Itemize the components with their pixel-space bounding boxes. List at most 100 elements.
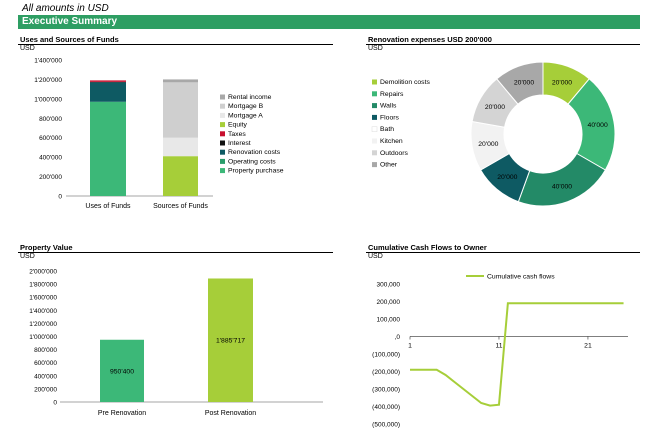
- executive-summary-header: Executive Summary: [18, 15, 640, 29]
- y-tick-label: (200,000): [372, 369, 400, 376]
- y-tick-label: (400,000): [372, 404, 400, 411]
- renovation-unit: USD: [368, 45, 383, 52]
- y-tick-label: 1'400'000: [34, 58, 62, 65]
- uses-sources-chart: 0 200'000 400'000 600'000 800'000 1'000'000 1'…: [34, 58, 284, 211]
- property-value-unit: USD: [20, 253, 35, 260]
- y-tick-label: 200'000: [34, 386, 57, 393]
- bar-segment: [90, 80, 126, 82]
- renovation-chart: 20'000 40'000 40'000 20'000 20'000 20'000 20'0…: [371, 61, 616, 207]
- y-tick-label: 1'200'000: [34, 77, 62, 84]
- y-tick-label: 1'600'000: [29, 295, 57, 302]
- legend-label: Mortgage A: [228, 112, 263, 119]
- cashflow-rule: [366, 252, 640, 253]
- legend-swatch: [371, 126, 378, 132]
- y-tick-label: 300,000: [377, 282, 401, 289]
- legend-swatch: [372, 91, 377, 97]
- slice-value-label: 20'000: [552, 79, 572, 86]
- legend-swatch: [372, 138, 377, 144]
- value-bar: [208, 278, 253, 402]
- legend-label: Kitchen: [380, 138, 403, 145]
- x-tick-label: Uses of Funds: [85, 203, 131, 210]
- y-tick-label: 800'000: [39, 116, 62, 123]
- donut-slice: [496, 61, 544, 105]
- slice-value-label: 40'000: [552, 184, 572, 191]
- property-value-title: Property Value: [20, 243, 73, 252]
- y-tick-label: 400'000: [39, 155, 62, 162]
- legend-label: Taxes: [228, 131, 246, 138]
- legend-label: Rental income: [228, 94, 272, 101]
- y-tick-label: 800'000: [34, 347, 57, 354]
- legend-swatch: [220, 122, 225, 128]
- y-tick-label: (300,000): [372, 387, 400, 394]
- y-tick-label: 1'200'000: [29, 321, 57, 328]
- renovation-title: Renovation expenses USD 200'000: [368, 35, 492, 44]
- y-tick-label: 1'000'000: [29, 334, 57, 341]
- renovation-rule: [366, 44, 640, 45]
- y-tick-label: 400'000: [34, 373, 57, 380]
- legend-label: Equity: [228, 122, 247, 129]
- slice-value-label: 20'000: [497, 174, 517, 181]
- legend-label: Repairs: [380, 91, 404, 98]
- legend-label: Mortgage B: [228, 103, 264, 110]
- y-tick-label: 0: [53, 400, 57, 407]
- legend-swatch: [372, 150, 377, 156]
- property-value-chart: 0 200'000 400'000 600'000 800'000 1'000'000 1'…: [29, 269, 323, 417]
- x-tick-label: Sources of Funds: [153, 203, 208, 210]
- y-tick-label: 1'400'000: [29, 308, 57, 315]
- bar-value-label: 1'885'717: [216, 338, 245, 345]
- bar-segment: [163, 156, 198, 196]
- bar-segment: [163, 79, 198, 83]
- legend-swatch: [220, 158, 225, 164]
- x-tick-label: 11: [495, 343, 502, 350]
- bar-value-label: 950'400: [110, 368, 134, 375]
- legend-label: Demolition costs: [380, 79, 430, 86]
- y-tick-label: 200,000: [377, 299, 401, 306]
- legend-swatch: [220, 131, 225, 137]
- uses-sources-title: Uses and Sources of Funds: [20, 35, 119, 44]
- slice-value-label: 40'000: [588, 122, 608, 129]
- legend-swatch: [220, 112, 225, 118]
- y-tick-label: (100,000): [372, 352, 400, 359]
- slice-value-label: 20'000: [514, 79, 534, 86]
- slice-value-label: 20'000: [478, 141, 498, 148]
- bar-segment: [163, 137, 198, 157]
- cashflow-line: [410, 302, 624, 407]
- legend-swatch: [372, 114, 377, 120]
- y-tick-label: ,0: [395, 334, 401, 341]
- legend-swatch: [220, 149, 225, 155]
- uses-sources-unit: USD: [20, 45, 35, 52]
- legend-label: Interest: [228, 140, 251, 147]
- bar-segment: [163, 82, 198, 138]
- legend-swatch: [220, 103, 225, 109]
- legend-label: Outdoors: [380, 150, 409, 157]
- cashflow-title: Cumulative Cash Flows to Owner: [368, 243, 487, 252]
- legend-label: Cumulative cash flows: [487, 274, 555, 281]
- amounts-note: All amounts in USD: [22, 3, 109, 14]
- y-tick-label: 0: [58, 194, 62, 201]
- legend-label: Other: [380, 162, 398, 169]
- y-tick-label: (500,000): [372, 422, 400, 429]
- legend-swatch: [372, 79, 377, 85]
- legend-swatch: [372, 103, 377, 109]
- y-tick-label: 200'000: [39, 174, 62, 181]
- x-tick-label: Post Renovation: [205, 410, 256, 417]
- y-tick-label: 600'000: [39, 135, 62, 142]
- y-tick-label: 100,000: [377, 317, 401, 324]
- y-tick-label: 600'000: [34, 360, 57, 367]
- slice-value-label: 20'000: [485, 104, 505, 111]
- cashflow-chart: (500,000) (400,000) (300,000) (200,000) (100…: [372, 274, 628, 429]
- value-bar: [100, 339, 144, 402]
- y-tick-label: 1'000'000: [34, 96, 62, 103]
- y-tick-label: 2'000'000: [29, 269, 57, 276]
- legend-label: Walls: [380, 103, 397, 110]
- x-tick-label: 1: [408, 343, 412, 350]
- legend-label: Floors: [380, 114, 399, 121]
- property-value-rule: [18, 252, 333, 253]
- legend-swatch: [220, 140, 225, 146]
- uses-sources-rule: [18, 44, 333, 45]
- legend-swatch: [220, 94, 225, 100]
- cashflow-unit: USD: [368, 253, 383, 260]
- bar-segment: [90, 101, 126, 196]
- legend-swatch: [220, 168, 225, 174]
- bar-segment: [90, 82, 126, 102]
